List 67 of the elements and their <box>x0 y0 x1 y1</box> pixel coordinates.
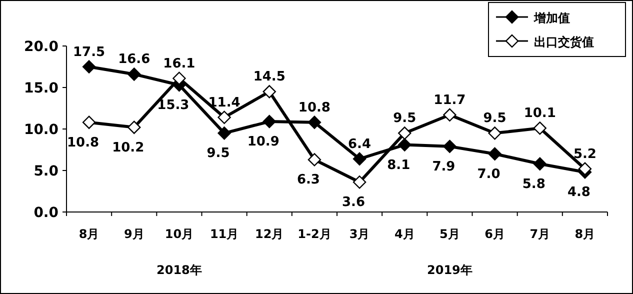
x-tick-label: 7月 <box>530 227 550 241</box>
data-label: 8.1 <box>387 158 410 173</box>
point <box>352 176 366 189</box>
y-tick-label: 5.0 <box>34 164 59 180</box>
point <box>488 147 502 160</box>
x-tick-label: 8月 <box>574 227 596 241</box>
x-tick-label: 1-2月 <box>298 227 332 241</box>
x-tick-label: 5月 <box>440 227 460 241</box>
point <box>443 108 456 122</box>
data-label: 4.8 <box>567 185 590 200</box>
point <box>398 138 412 152</box>
point <box>398 126 412 140</box>
text: 2018年 <box>156 263 202 277</box>
point <box>262 85 276 98</box>
legend-label: 增加值 <box>533 11 570 25</box>
data-label: 7.9 <box>432 159 456 174</box>
y-tick-label: 10.0 <box>24 122 59 138</box>
data-label: 16.6 <box>118 52 150 68</box>
point <box>218 126 231 140</box>
data-label: 11.7 <box>434 92 466 108</box>
point <box>128 68 141 81</box>
x-tick-label: 3月 <box>349 227 370 241</box>
x-tick-label: 10月 <box>164 227 194 241</box>
data-label: 5.2 <box>573 146 596 162</box>
data-label: 7.0 <box>477 166 500 182</box>
point <box>128 120 141 134</box>
data-label: 17.5 <box>73 44 106 60</box>
point <box>308 116 322 129</box>
x-tick-label: 6月 <box>484 227 505 241</box>
y-tick-label: 15.0 <box>24 80 59 96</box>
point <box>308 153 322 166</box>
x-tick-label: 8月 <box>78 227 100 241</box>
data-label: 14.5 <box>253 70 286 85</box>
point <box>82 116 96 129</box>
data-label: 6.4 <box>348 136 372 152</box>
x-tick-label: 12月 <box>255 227 284 241</box>
data-label: 5.8 <box>522 176 546 192</box>
y-tick-label: 20.0 <box>24 39 59 55</box>
data-label: 10.2 <box>112 140 144 156</box>
point <box>218 110 231 124</box>
data-label: 9.5 <box>393 111 416 126</box>
text: 2019年 <box>427 263 472 277</box>
point <box>533 122 546 135</box>
x-tick-label: 9月 <box>124 227 144 241</box>
data-label: 11.4 <box>208 95 240 110</box>
y-tick-label: 0.0 <box>34 205 59 221</box>
x-tick-label: 4月 <box>394 227 415 241</box>
x-tick-label: 11月 <box>210 227 239 241</box>
data-label: 3.6 <box>342 195 366 210</box>
data-label: 6.3 <box>296 172 320 188</box>
data-label: 9.5 <box>206 146 230 162</box>
data-label: 15.3 <box>157 98 190 114</box>
point <box>443 140 456 154</box>
point <box>533 157 546 170</box>
data-label: 10.8 <box>298 100 330 116</box>
data-label: 10.9 <box>247 134 280 150</box>
point <box>352 152 366 166</box>
point <box>578 162 592 176</box>
data-label: 16.1 <box>163 56 196 72</box>
point <box>82 60 96 74</box>
data-label: 9.5 <box>483 111 506 126</box>
legend-label: 出口交货值 <box>534 35 594 49</box>
point <box>172 72 186 85</box>
data-label: 10.8 <box>67 135 100 150</box>
point <box>488 126 502 140</box>
data-label: 10.1 <box>524 106 556 122</box>
point <box>262 114 276 128</box>
